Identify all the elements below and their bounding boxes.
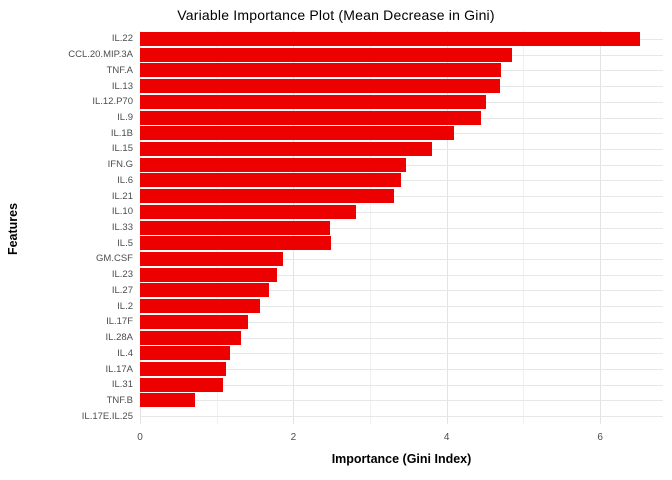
- row-gridline: [140, 337, 663, 339]
- bar-IL.4: [140, 346, 230, 361]
- y-tick-label: IL.27: [111, 284, 133, 296]
- bar-IL.13: [140, 79, 500, 93]
- bar-IL.10: [140, 204, 357, 219]
- bar-GM.CSF: [140, 251, 283, 266]
- y-tick-label: IL.33: [111, 222, 133, 233]
- row-gridline: [140, 211, 663, 213]
- y-tick-label: IL.6: [117, 174, 133, 186]
- bar-IL.21: [140, 189, 394, 204]
- bar-IL.15: [140, 141, 433, 156]
- x-tick-label: 4: [443, 432, 450, 443]
- y-tick-label: IL.21: [111, 190, 133, 202]
- y-tick-label: IL.10: [111, 206, 133, 218]
- bar-IL.6: [140, 173, 401, 188]
- plot-panel: [140, 31, 663, 424]
- y-tick-label: IL.17E.IL.25: [81, 410, 133, 422]
- y-tick-label: IL.9: [117, 112, 133, 123]
- y-tick-label: IL.17A: [105, 363, 133, 375]
- bar-TNF.A: [140, 63, 502, 78]
- bar-IL.28A: [140, 330, 242, 345]
- y-tick-label: GM.CSF: [96, 253, 133, 265]
- bar-IL.2: [140, 299, 260, 314]
- y-tick-label: IL.31: [111, 379, 133, 391]
- y-tick-label: IL.23: [111, 269, 133, 281]
- bar-IL.17A: [140, 362, 226, 376]
- row-gridline: [140, 369, 663, 370]
- row-gridline: [140, 243, 663, 245]
- y-axis-labels: IL.22 CCL.20.MIP.3A TNF.A IL.13 IL.12.P70 IL.…: [0, 31, 133, 424]
- chart-title: Variable Importance Plot (Mean Decrease …: [177, 7, 495, 23]
- x-tick-label: 2: [290, 432, 297, 443]
- row-gridline: [140, 416, 663, 418]
- y-tick-label: IL.13: [111, 80, 133, 92]
- x-axis-title: Importance (Gini Index): [331, 452, 472, 466]
- y-tick-label: IL.4: [117, 347, 133, 359]
- y-tick-label: IL.15: [111, 143, 133, 155]
- bar-IL.17F: [140, 314, 249, 329]
- bar-IL.12.P70: [140, 94, 486, 109]
- x-tick-label: 6: [597, 432, 603, 443]
- x-tick-label: 0: [137, 432, 143, 443]
- y-tick-label: IL.17F: [106, 316, 133, 328]
- row-gridline: [140, 321, 663, 323]
- bar-CCL.20.MIP.3A: [140, 47, 512, 62]
- row-gridline: [140, 274, 663, 276]
- y-tick-label: IL.28A: [105, 332, 133, 343]
- y-tick-label: TNF.A: [106, 64, 133, 76]
- row-gridline: [140, 353, 663, 355]
- y-tick-label: CCL.20.MIP.3A: [68, 49, 133, 61]
- row-gridline: [140, 306, 663, 308]
- bar-IL.1B: [140, 126, 454, 141]
- y-tick-label: TNF.B: [106, 394, 133, 406]
- row-gridline: [140, 196, 663, 198]
- row-gridline: [140, 400, 663, 402]
- bar-IL.27: [140, 283, 269, 298]
- y-tick-label: IFN.G: [107, 159, 133, 171]
- bar-IL.23: [140, 267, 278, 282]
- row-gridline: [140, 384, 663, 386]
- bar-IL.33: [140, 220, 331, 235]
- y-tick-label: IL.1B: [110, 127, 133, 139]
- bar-IL.31: [140, 377, 223, 392]
- y-tick-label: IL.5: [117, 237, 133, 249]
- row-gridline: [140, 227, 663, 229]
- row-gridline: [140, 258, 663, 260]
- bar-IL.22: [140, 31, 640, 46]
- bar-IFN.G: [140, 157, 407, 172]
- bar-IL.5: [140, 236, 331, 251]
- bar-TNF.B: [140, 393, 196, 408]
- y-tick-label: IL.2: [117, 300, 133, 312]
- row-gridline: [140, 290, 663, 292]
- y-tick-label: IL.12.P70: [92, 96, 133, 108]
- row-gridline: [140, 180, 663, 182]
- bar-IL.9: [140, 110, 481, 125]
- y-tick-label: IL.22: [111, 33, 133, 45]
